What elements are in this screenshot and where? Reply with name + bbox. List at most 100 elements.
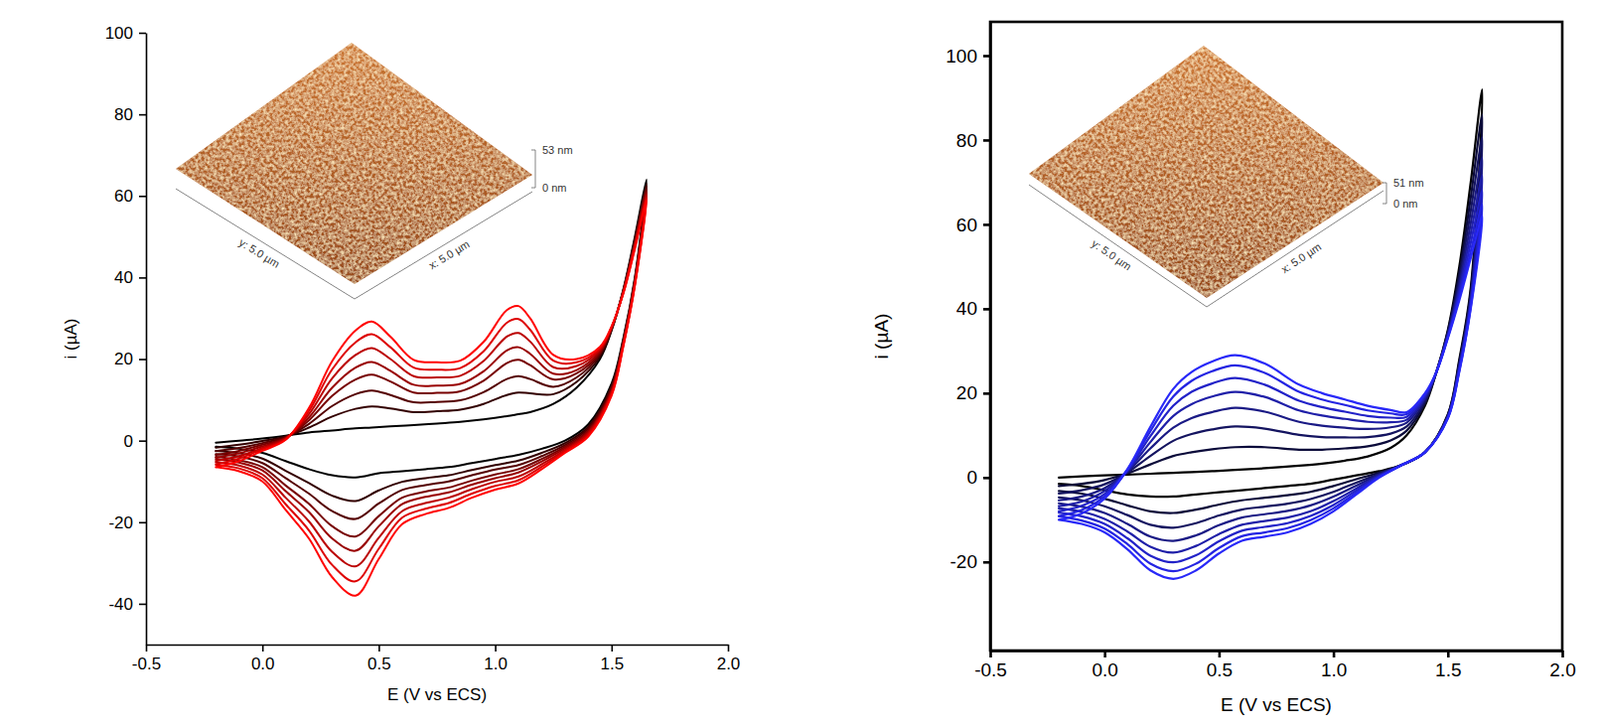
afm-axes <box>175 188 533 299</box>
afm-axis-label: y: 5.0 µm <box>237 236 283 271</box>
y-tick-label: 20 <box>956 382 978 404</box>
x-axis: -0.5 0.0 0.5 1.0 1.5 2.0 <box>974 650 1577 681</box>
cv-curve <box>1058 215 1482 579</box>
y-tick-label: -20 <box>950 551 978 573</box>
x-tick-label: 0.5 <box>1206 659 1233 681</box>
x-axis-line <box>146 644 729 647</box>
y-tick-mark <box>983 476 991 480</box>
chart-panel: y: 5.0 µm x: 5.0 µm 51 nm 0 nm -0.5 0.0 0.5 1.0… <box>871 21 1577 716</box>
x-tick-label: 1.0 <box>1320 659 1347 681</box>
y-tick: 100 <box>105 23 146 43</box>
y-tick-label: -20 <box>108 513 134 533</box>
y-tick-mark <box>139 603 146 606</box>
afm-inset: y: 5.0 µm x: 5.0 µm 51 nm 0 nm <box>1028 45 1425 307</box>
afm-z-bar <box>1382 182 1387 204</box>
x-tick: 0.5 <box>1206 650 1233 681</box>
x-axis-title: E (V vs ECS) <box>1220 694 1332 716</box>
y-tick-label: 60 <box>956 213 978 235</box>
x-tick-mark <box>1103 650 1107 658</box>
y-tick-label: 100 <box>945 45 978 67</box>
afm-z-label: 51 nm <box>1393 176 1425 189</box>
x-tick-mark <box>262 644 265 652</box>
x-tick-mark <box>1218 650 1222 658</box>
y-tick: 60 <box>114 186 146 206</box>
y-tick: 0 <box>124 432 146 451</box>
x-tick-label: 1.5 <box>1435 659 1461 681</box>
figure: y: 5.0 µm x: 5.0 µm 53 nm 0 nm -0.5 0.0 0.5 1.0… <box>0 0 1600 727</box>
y-tick-label: 80 <box>956 130 978 151</box>
x-tick-label: 0.0 <box>251 654 276 674</box>
cv-curve <box>1058 175 1482 554</box>
y-tick-mark <box>139 358 146 361</box>
afm-z-label: 0 nm <box>1393 197 1418 210</box>
x-tick: 2.0 <box>717 644 741 674</box>
cv-curve <box>1058 137 1482 528</box>
x-tick: 1.0 <box>1320 650 1347 681</box>
x-tick: 1.0 <box>483 644 508 674</box>
y-axis-title: i (µA) <box>61 318 81 360</box>
y-tick-label: 20 <box>114 349 134 369</box>
x-tick-label: 2.0 <box>1549 659 1576 681</box>
y-tick-mark <box>139 521 146 524</box>
curves <box>215 179 647 596</box>
y-tick-mark <box>139 114 146 117</box>
x-tick-label: -0.5 <box>132 654 161 674</box>
y-tick-mark <box>983 307 991 311</box>
y-tick-label: 0 <box>124 432 134 451</box>
y-tick: 100 <box>945 45 991 67</box>
y-tick: 40 <box>114 268 146 288</box>
y-tick-mark <box>983 223 991 227</box>
x-tick: 2.0 <box>1549 650 1576 681</box>
x-tick: 0.0 <box>251 644 276 674</box>
plot-frame <box>990 21 1563 651</box>
y-axis-line <box>989 22 993 652</box>
y-tick-label: 40 <box>956 297 978 319</box>
x-tick-label: 1.0 <box>483 654 508 674</box>
x-tick: 1.5 <box>1435 650 1461 681</box>
y-tick-mark <box>983 561 991 565</box>
y-axis-title: i (µA) <box>871 313 892 360</box>
x-axis: -0.50.00.51.01.52.0 <box>132 644 740 674</box>
x-tick: -0.5 <box>974 650 1008 681</box>
afm-z-label: 53 nm <box>542 144 574 156</box>
x-tick-mark <box>1561 650 1565 658</box>
y-tick-label: 0 <box>966 466 978 488</box>
y-tick: 80 <box>114 105 146 125</box>
x-axis-title: E (V vs ECS) <box>387 685 487 705</box>
x-tick-mark <box>727 644 730 652</box>
afm-axis-label: y: 5.0 µm <box>1089 237 1134 274</box>
afm-axis-label: x: 5.0 µm <box>1279 240 1324 276</box>
x-tick-mark <box>1447 650 1451 658</box>
afm-z-label: 0 nm <box>542 181 567 194</box>
y-tick-label: 40 <box>114 268 134 288</box>
cv-curve <box>215 183 647 502</box>
y-tick-label: -40 <box>108 594 134 614</box>
x-tick-label: 0.0 <box>1091 659 1118 681</box>
x-tick-label: 2.0 <box>717 654 741 674</box>
x-tick-mark <box>494 644 497 652</box>
x-tick-mark <box>610 644 613 652</box>
y-tick-label: 60 <box>114 186 134 206</box>
cv-curve <box>215 194 647 567</box>
x-tick-mark <box>989 650 993 658</box>
x-tick-mark <box>145 644 148 652</box>
cv-curve <box>215 199 647 595</box>
y-axis-line <box>145 33 148 646</box>
y-tick: -20 <box>950 551 991 573</box>
y-tick-mark <box>983 392 991 396</box>
cv-curve <box>1058 204 1482 572</box>
x-tick: 0.0 <box>1091 650 1118 681</box>
afm-axis-label: x: 5.0 µm <box>427 237 472 272</box>
y-tick: 60 <box>956 213 991 235</box>
afm-surface <box>175 42 533 285</box>
y-tick-mark <box>983 139 991 143</box>
afm-z-bar <box>531 149 536 188</box>
x-tick-label: -0.5 <box>974 659 1008 681</box>
x-axis-line <box>991 649 1564 653</box>
cv-curve <box>1058 114 1482 513</box>
cv-curve <box>215 186 647 520</box>
y-tick: 0 <box>966 466 991 488</box>
y-tick-mark <box>139 277 146 280</box>
y-tick-mark <box>139 439 146 442</box>
y-tick-mark <box>139 32 146 35</box>
